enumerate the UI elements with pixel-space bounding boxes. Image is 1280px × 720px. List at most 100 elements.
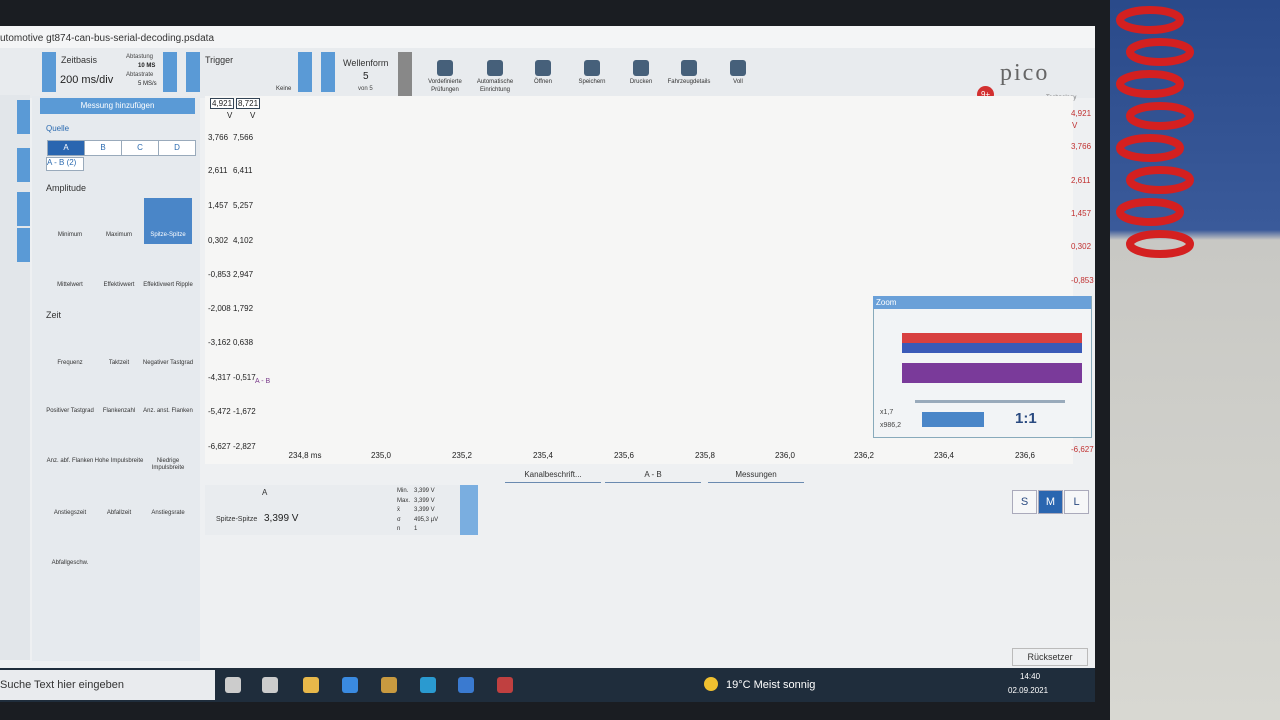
- strip-button[interactable]: [17, 192, 30, 226]
- axis-label-a: 3,766: [208, 133, 229, 142]
- zoom-tools[interactable]: [922, 412, 984, 427]
- weather-icon[interactable]: [704, 677, 718, 691]
- toolbar-button-label[interactable]: Drucken: [629, 79, 653, 85]
- waveform-label: Wellenform: [343, 58, 389, 68]
- measurement-item[interactable]: Effektivwert: [103, 282, 135, 288]
- bezel-right: [1095, 0, 1110, 720]
- toolbar-icon[interactable]: [584, 60, 600, 76]
- size-button[interactable]: S: [1012, 490, 1037, 514]
- axis-unit-right: V: [1072, 121, 1078, 130]
- taskbar-icon[interactable]: [262, 677, 278, 693]
- axis-label-right: -0,853: [1071, 276, 1094, 285]
- bottom-tab[interactable]: Kanalbeschrift...: [505, 468, 601, 483]
- source-label: Quelle: [46, 124, 70, 133]
- toolbar-button-label[interactable]: Voll: [733, 79, 743, 85]
- bottom-tab[interactable]: A - B: [605, 468, 701, 483]
- button-plus[interactable]: [398, 52, 412, 96]
- channel-tab[interactable]: C: [121, 140, 159, 156]
- size-button[interactable]: L: [1064, 490, 1089, 514]
- cable-coil: [1126, 38, 1194, 66]
- measurement-item[interactable]: Effektivwert Ripple: [143, 282, 193, 288]
- source-value[interactable]: A - B (2): [46, 157, 84, 171]
- zoom-y-factor: x986,2: [880, 422, 902, 429]
- measurement-item[interactable]: Maximum: [105, 232, 132, 238]
- zoom-reset[interactable]: 1:1: [1015, 410, 1037, 427]
- strip-button[interactable]: [17, 228, 30, 262]
- measurement-item[interactable]: Abfallgeschw.: [51, 560, 89, 566]
- axis-label-b: 5,257: [233, 201, 254, 210]
- axis-label-b: 0,638: [233, 338, 254, 347]
- taskbar-icon[interactable]: [225, 677, 241, 693]
- measurement-item[interactable]: Negativer Tastgrad: [142, 360, 194, 366]
- toolbar-icon[interactable]: [633, 60, 649, 76]
- measurement-item[interactable]: Anstiegsrate: [151, 510, 185, 516]
- toolbar-icon[interactable]: [487, 60, 503, 76]
- axis-label-right: 3,766: [1071, 142, 1092, 151]
- channel-tab[interactable]: D: [158, 140, 196, 156]
- stat-label: Min.: [397, 488, 409, 494]
- measurement-item[interactable]: Minimum: [57, 232, 83, 238]
- cable-coil: [1116, 134, 1184, 162]
- taskbar-search[interactable]: Suche Text hier eingeben: [0, 670, 215, 700]
- delete-button[interactable]: [460, 485, 478, 535]
- measurement-item[interactable]: Anz. anst. Flanken: [143, 408, 193, 414]
- axis-label-right: 1,457: [1071, 209, 1092, 218]
- toolbar-button-label[interactable]: Öffnen: [534, 79, 552, 85]
- button-plus[interactable]: [298, 52, 312, 92]
- channel-tab[interactable]: A: [47, 140, 85, 156]
- measurement-item[interactable]: Positiver Tastgrad: [46, 408, 94, 414]
- measurement-item[interactable]: Abfallzeit: [106, 510, 132, 516]
- button-minus[interactable]: [321, 52, 335, 92]
- taskbar-date[interactable]: 02.09.2021: [1008, 686, 1049, 695]
- toolbar-icon[interactable]: [437, 60, 453, 76]
- taskbar-icon[interactable]: [342, 677, 358, 693]
- zoom-x-factor: x1,7: [880, 409, 894, 416]
- measurement-item[interactable]: Spitze-Spitze: [150, 232, 186, 238]
- selected-item: [144, 198, 192, 244]
- toolbar-button-label[interactable]: Automatische Einrichtung: [476, 79, 514, 93]
- section-title: Amplitude: [46, 183, 87, 193]
- bottom-tab[interactable]: Messungen: [708, 468, 804, 483]
- measurement-item[interactable]: Flankenzahl: [102, 408, 136, 414]
- strip-button[interactable]: [17, 148, 30, 182]
- taskbar-icon[interactable]: [458, 677, 474, 693]
- toolbar-button-label[interactable]: Speichern: [578, 79, 606, 85]
- strip-button[interactable]: [17, 100, 30, 134]
- toolbar-icon[interactable]: [535, 60, 551, 76]
- button-plus[interactable]: [163, 52, 177, 92]
- measurement-value: 3,399 V: [264, 513, 299, 524]
- waveform-of: von 5: [358, 86, 373, 92]
- title-bar: [0, 26, 1095, 48]
- taskbar-icon[interactable]: [381, 677, 397, 693]
- window-title: utomotive gt874-can-bus-serial-decoding.…: [0, 33, 215, 44]
- toolbar-button-label[interactable]: Vordefinierte Prüfungen: [428, 79, 462, 93]
- add-measurement[interactable]: Messung hinzufügen: [40, 98, 195, 114]
- measurement-item[interactable]: Anstiegszeit: [53, 510, 87, 516]
- axis-top-b: 8,721: [236, 98, 261, 109]
- channel-marker: A - B: [255, 378, 271, 385]
- measurement-item[interactable]: Niedrige Impulsbreite: [151, 458, 185, 471]
- measurement-item[interactable]: Anz. abf. Flanken: [46, 458, 94, 464]
- measurement-item[interactable]: Mittelwert: [57, 282, 83, 288]
- axis-label-right: 2,611: [1071, 176, 1091, 185]
- taskbar-icon[interactable]: [303, 677, 319, 693]
- channel-tab[interactable]: B: [84, 140, 122, 156]
- stat-label: x̄: [397, 507, 400, 513]
- taskbar-weather[interactable]: 19°C Meist sonnig: [726, 679, 816, 691]
- taskbar-time[interactable]: 14:40: [1020, 672, 1041, 681]
- axis-label-a: -6,627: [208, 442, 231, 451]
- toolbar-button-label[interactable]: Fahrzeugdetails: [667, 79, 711, 85]
- size-button[interactable]: M: [1038, 490, 1063, 514]
- cable-coil: [1116, 6, 1184, 34]
- button-minus[interactable]: [186, 52, 200, 92]
- taskbar-icon[interactable]: [420, 677, 436, 693]
- button-minus[interactable]: [42, 52, 56, 92]
- measurement-item[interactable]: Frequenz: [57, 360, 83, 366]
- taskbar-icon[interactable]: [497, 677, 513, 693]
- toolbar-icon[interactable]: [730, 60, 746, 76]
- timebase-label: Zeitbasis: [61, 55, 98, 65]
- measurement-item[interactable]: Taktzeit: [108, 360, 130, 366]
- toolbar-icon[interactable]: [681, 60, 697, 76]
- measurement-item[interactable]: Hohe Impulsbreite: [94, 458, 144, 464]
- reset-button[interactable]: Rücksetzer: [1012, 648, 1088, 666]
